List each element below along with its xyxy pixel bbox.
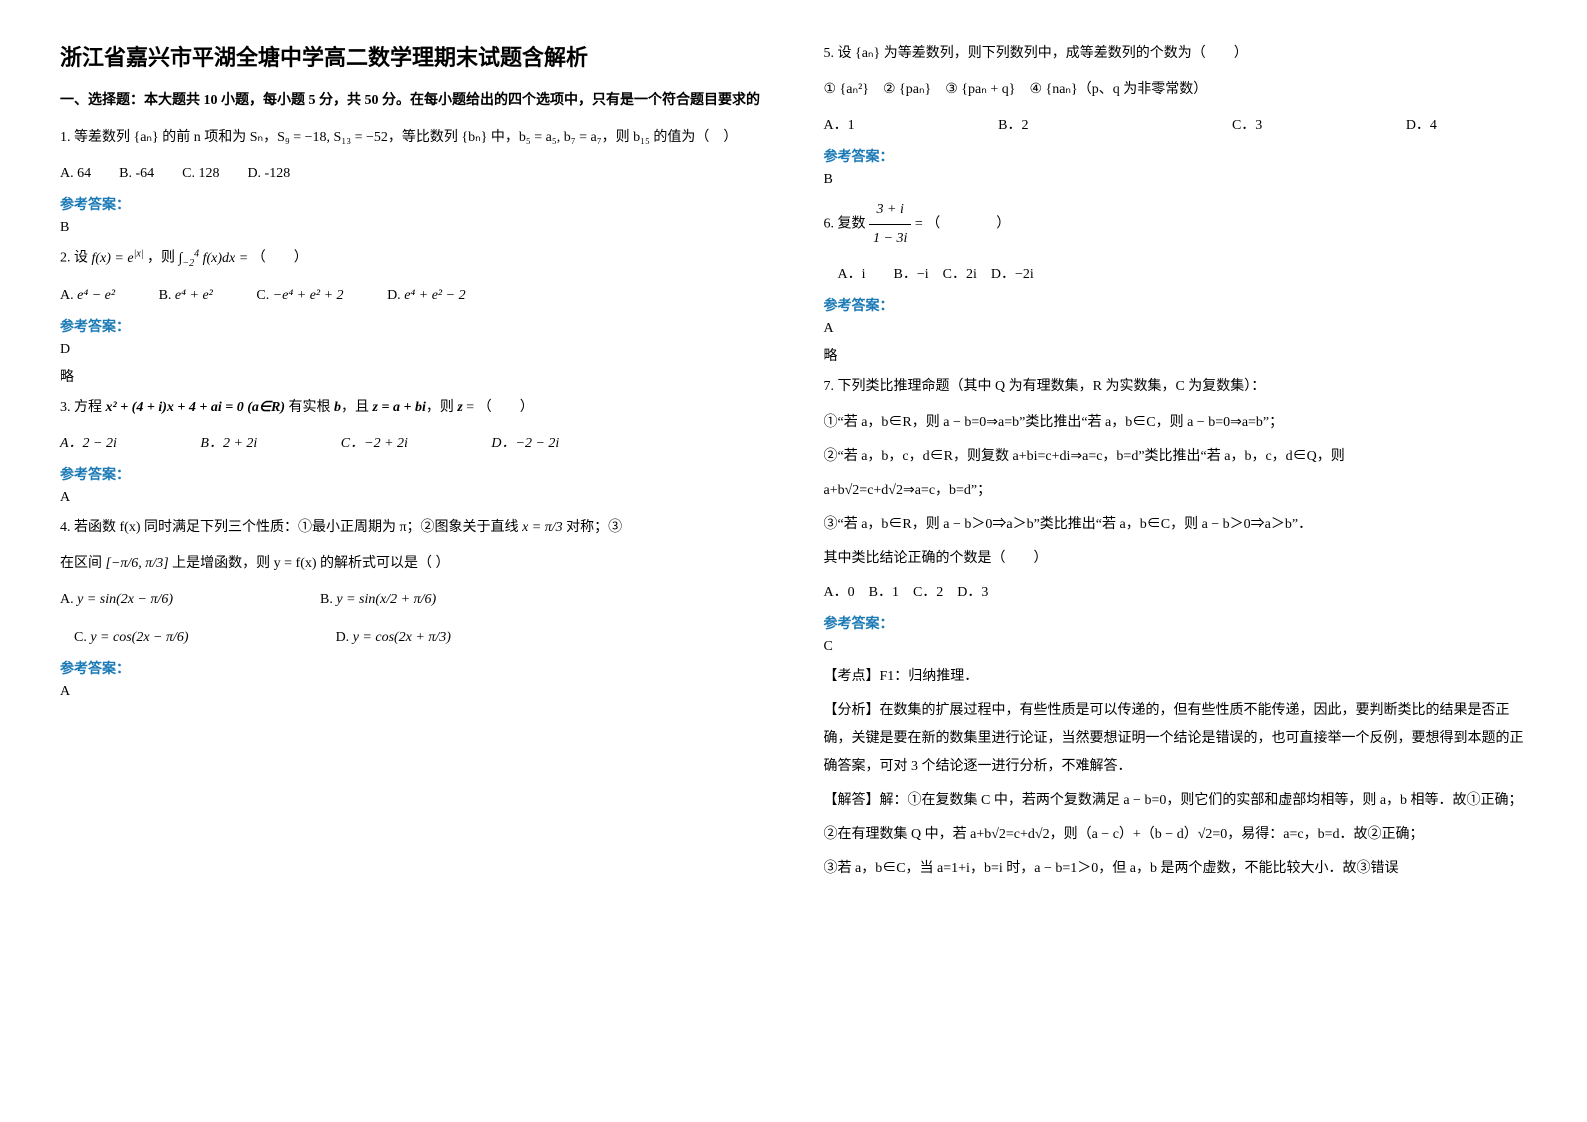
q7-line2b: a+b√2=c+d√2⇒a=c，b=d”；: [824, 477, 1528, 505]
q4-s2b: [−π/6, π/3]: [106, 556, 169, 571]
q2-formula-f: f(x) = e|x|: [92, 251, 144, 266]
q6-stem: 6. 复数 3 + i 1 − 3i = （ ）: [824, 196, 1528, 253]
q7-line4: 其中类比结论正确的个数是（ ）: [824, 545, 1528, 573]
q3-formula: x² + (4 + i)x + 4 + ai = 0 (a∈R): [106, 400, 286, 415]
answer-label: 参考答案：: [60, 464, 764, 484]
q2-ans: D: [60, 342, 764, 358]
q5-optB: B．2: [998, 118, 1028, 133]
q1-ans: B: [60, 220, 764, 236]
q3-ans: A: [60, 490, 764, 506]
q5-ans: B: [824, 172, 1528, 188]
q4-optC: y = cos(2x − π/6): [90, 630, 188, 645]
q2-optD: e⁴ + e² − 2: [404, 288, 465, 303]
q6-note: 略: [824, 345, 1528, 365]
q1-opts: A. 64 B. -64 C. 128 D. -128: [60, 160, 764, 188]
q7-solve1: 【解答】解：①在复数集 C 中，若两个复数满足 a − b=0，则它们的实部和虚…: [824, 787, 1528, 815]
q4-A-label: A.: [60, 592, 77, 607]
q6-frac: 3 + i 1 − 3i: [869, 196, 911, 253]
q3-optD: D．−2 − 2i: [491, 436, 559, 451]
q7-line2: ②“若 a，b，c，d∈R，则复数 a+bi=c+di⇒a=c，b=d”类比推出…: [824, 443, 1528, 471]
q2-optB: e⁴ + e²: [175, 288, 213, 303]
q2-note: 略: [60, 366, 764, 386]
q4-optD: y = cos(2x + π/3): [353, 630, 451, 645]
q4-stem1: 4. 若函数 f(x) 同时满足下列三个性质：①最小正周期为 π；②图象关于直线…: [60, 514, 764, 542]
q3-stem: 3. 方程 x² + (4 + i)x + 4 + ai = 0 (a∈R) 有…: [60, 394, 764, 422]
q2-optC-label: C.: [256, 288, 272, 303]
q4-optA: y = sin(2x − π/6): [77, 592, 173, 607]
answer-label: 参考答案：: [824, 613, 1528, 633]
q7-opts: A．0 B．1 C．2 D．3: [824, 579, 1528, 607]
q2-stem: 2. 设 f(x) = e|x| ，则 ∫−24 f(x)dx = （ ）: [60, 244, 764, 273]
answer-label: 参考答案：: [60, 316, 764, 336]
q4-B-label: B.: [320, 592, 336, 607]
q2-formula-int: ∫−24 f(x)dx =: [179, 251, 249, 266]
answer-label: 参考答案：: [60, 194, 764, 214]
q2-optD-label: D.: [387, 288, 404, 303]
left-column: 浙江省嘉兴市平湖全塘中学高二数学理期末试题含解析 一、选择题：本大题共 10 小…: [60, 40, 764, 889]
q2-optB-label: B.: [159, 288, 175, 303]
q6-num: 3 + i: [869, 196, 911, 225]
answer-label: 参考答案：: [824, 146, 1528, 166]
q5-optA: A．1: [824, 118, 855, 133]
q5-opts: A．1 B．2 C．3 D．4: [824, 112, 1528, 140]
q3-text2: 有实根 b，且 z = a + bi，则 z = （ ）: [289, 400, 534, 415]
q7-point: 【考点】F1：归纳推理．: [824, 663, 1528, 691]
q5-optC: C．3: [1232, 118, 1262, 133]
q2-optA: e⁴ − e²: [77, 288, 115, 303]
q4-s1c: 对称；③: [566, 520, 622, 535]
q5-stem: 5. 设 {aₙ} 为等差数列，则下列数列中，成等差数列的个数为（ ）: [824, 40, 1528, 68]
q3-text: 3. 方程: [60, 400, 106, 415]
answer-label: 参考答案：: [60, 658, 764, 678]
q2-optA-label: A.: [60, 288, 77, 303]
q7-analysis: 【分析】在数集的扩展过程中，有些性质是可以传递的，但有些性质不能传递，因此，要判…: [824, 697, 1528, 781]
q2-stem-e: （ ）: [252, 251, 308, 266]
q4-D-label: D.: [336, 630, 353, 645]
q4-s1b: x = π/3: [522, 520, 563, 535]
q3-optC: C．−2 + 2i: [341, 436, 408, 451]
right-column: 5. 设 {aₙ} 为等差数列，则下列数列中，成等差数列的个数为（ ） ① {a…: [824, 40, 1528, 889]
answer-label: 参考答案：: [824, 295, 1528, 315]
q7-solve2: ②在有理数集 Q 中，若 a+b√2=c+d√2，则（a − c）+（b − d…: [824, 821, 1528, 849]
q4-ans: A: [60, 684, 764, 700]
q6-den: 1 − 3i: [869, 225, 911, 253]
q7-line1: ①“若 a，b∈R，则 a − b=0⇒a=b”类比推出“若 a，b∈C，则 a…: [824, 409, 1528, 437]
q5-optD: D．4: [1406, 118, 1437, 133]
q4-s1: 4. 若函数 f(x) 同时满足下列三个性质：①最小正周期为 π；②图象关于直线: [60, 520, 519, 535]
q7-stem: 7. 下列类比推理命题（其中 Q 为有理数集，R 为实数集，C 为复数集）：: [824, 373, 1528, 401]
q7-solve3: ③若 a，b∈C，当 a=1+i，b=i 时，a − b=1＞0，但 a，b 是…: [824, 855, 1528, 883]
q4-opts-row2: C. y = cos(2x − π/6) D. y = cos(2x + π/3…: [60, 624, 764, 652]
q1-stem: 1. 等差数列 {aₙ} 的前 n 项和为 Sₙ，S₉ = −18, S₁₃ =…: [60, 124, 764, 152]
q3-optA: A．2 − 2i: [60, 436, 117, 451]
q6-ans: A: [824, 321, 1528, 337]
q7-ans: C: [824, 639, 1528, 655]
q6-opts: A．i B．−i C．2i D．−2i: [824, 261, 1528, 289]
q6-stem-b: = （ ）: [915, 217, 1010, 232]
q2-opts: A. e⁴ − e² B. e⁴ + e² C. −e⁴ + e² + 2 D.…: [60, 282, 764, 310]
q3-opts: A．2 − 2i B．2 + 2i C．−2 + 2i D．−2 − 2i: [60, 430, 764, 458]
q4-optB: y = sin(x/2 + π/6): [336, 592, 436, 607]
section-head: 一、选择题：本大题共 10 小题，每小题 5 分，共 50 分。在每小题给出的四…: [60, 90, 764, 112]
q4-s2c: 上是增函数，则 y = f(x) 的解析式可以是（ ）: [172, 556, 449, 571]
q2-stem-a: 2. 设: [60, 251, 92, 266]
q7-line3: ③“若 a，b∈R，则 a − b＞0⇒a＞b”类比推出“若 a，b∈C，则 a…: [824, 511, 1528, 539]
q4-stem2: 在区间 [−π/6, π/3] 上是增函数，则 y = f(x) 的解析式可以是…: [60, 550, 764, 578]
q2-stem-c: ，则: [147, 251, 179, 266]
q2-optC: −e⁴ + e² + 2: [273, 288, 344, 303]
q4-opts-row1: A. y = sin(2x − π/6) B. y = sin(x/2 + π/…: [60, 586, 764, 614]
q3-optB: B．2 + 2i: [200, 436, 257, 451]
q6-stem-a: 6. 复数: [824, 217, 870, 232]
q4-s2a: 在区间: [60, 556, 106, 571]
page-title: 浙江省嘉兴市平湖全塘中学高二数学理期末试题含解析: [60, 40, 764, 72]
q4-C-label: C.: [60, 630, 90, 645]
q5-opts-line: ① {aₙ²} ② {paₙ} ③ {paₙ + q} ④ {naₙ}（p、q …: [824, 76, 1528, 104]
